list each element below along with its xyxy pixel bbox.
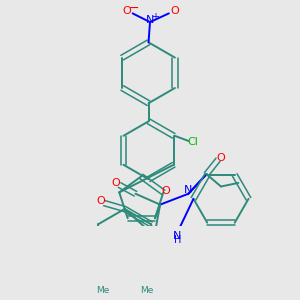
Text: N: N	[146, 15, 154, 25]
Text: O: O	[123, 6, 132, 16]
Text: H: H	[174, 236, 182, 245]
Text: Me: Me	[96, 286, 110, 295]
Text: O: O	[96, 196, 105, 206]
Text: N: N	[173, 232, 182, 242]
Text: O: O	[170, 6, 178, 16]
Text: N: N	[184, 185, 193, 195]
Text: +: +	[151, 12, 159, 22]
Text: O: O	[161, 186, 170, 196]
Text: Me: Me	[140, 286, 153, 295]
Text: O: O	[216, 152, 225, 163]
Text: −: −	[128, 2, 139, 14]
Text: Cl: Cl	[187, 136, 198, 147]
Text: O: O	[111, 178, 120, 188]
